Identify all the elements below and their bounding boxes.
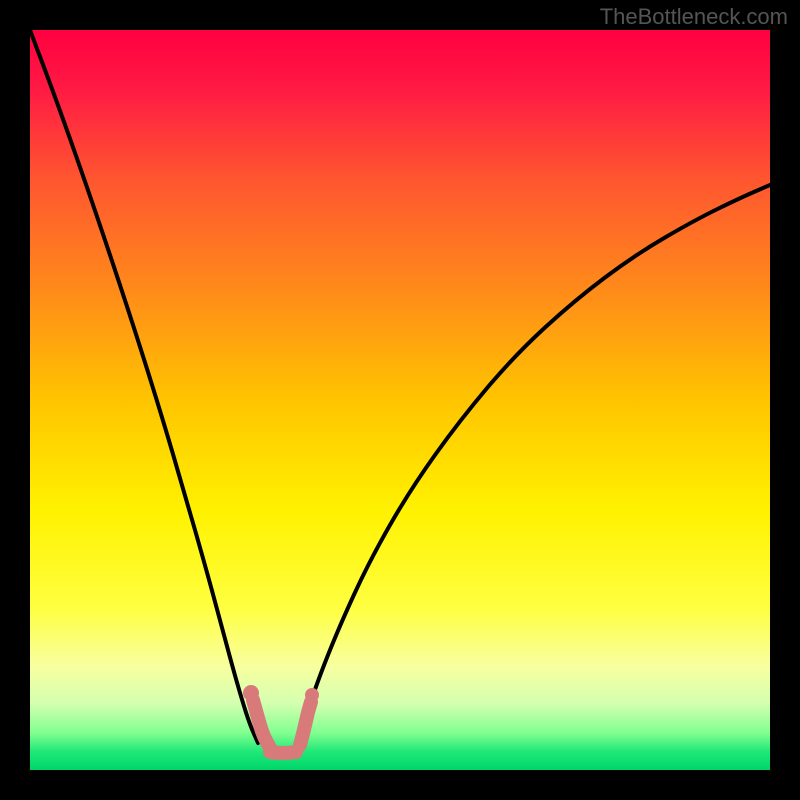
left-dot <box>243 685 259 701</box>
curve-layer <box>30 30 770 770</box>
right-dot <box>305 688 319 702</box>
plot-area <box>30 30 770 770</box>
right-marker <box>300 702 311 745</box>
chart-container: TheBottleneck.com <box>0 0 800 800</box>
watermark-text: TheBottleneck.com <box>600 4 788 30</box>
right-branch <box>298 185 770 743</box>
left-branch <box>30 30 258 743</box>
bottom-marker <box>270 752 296 753</box>
